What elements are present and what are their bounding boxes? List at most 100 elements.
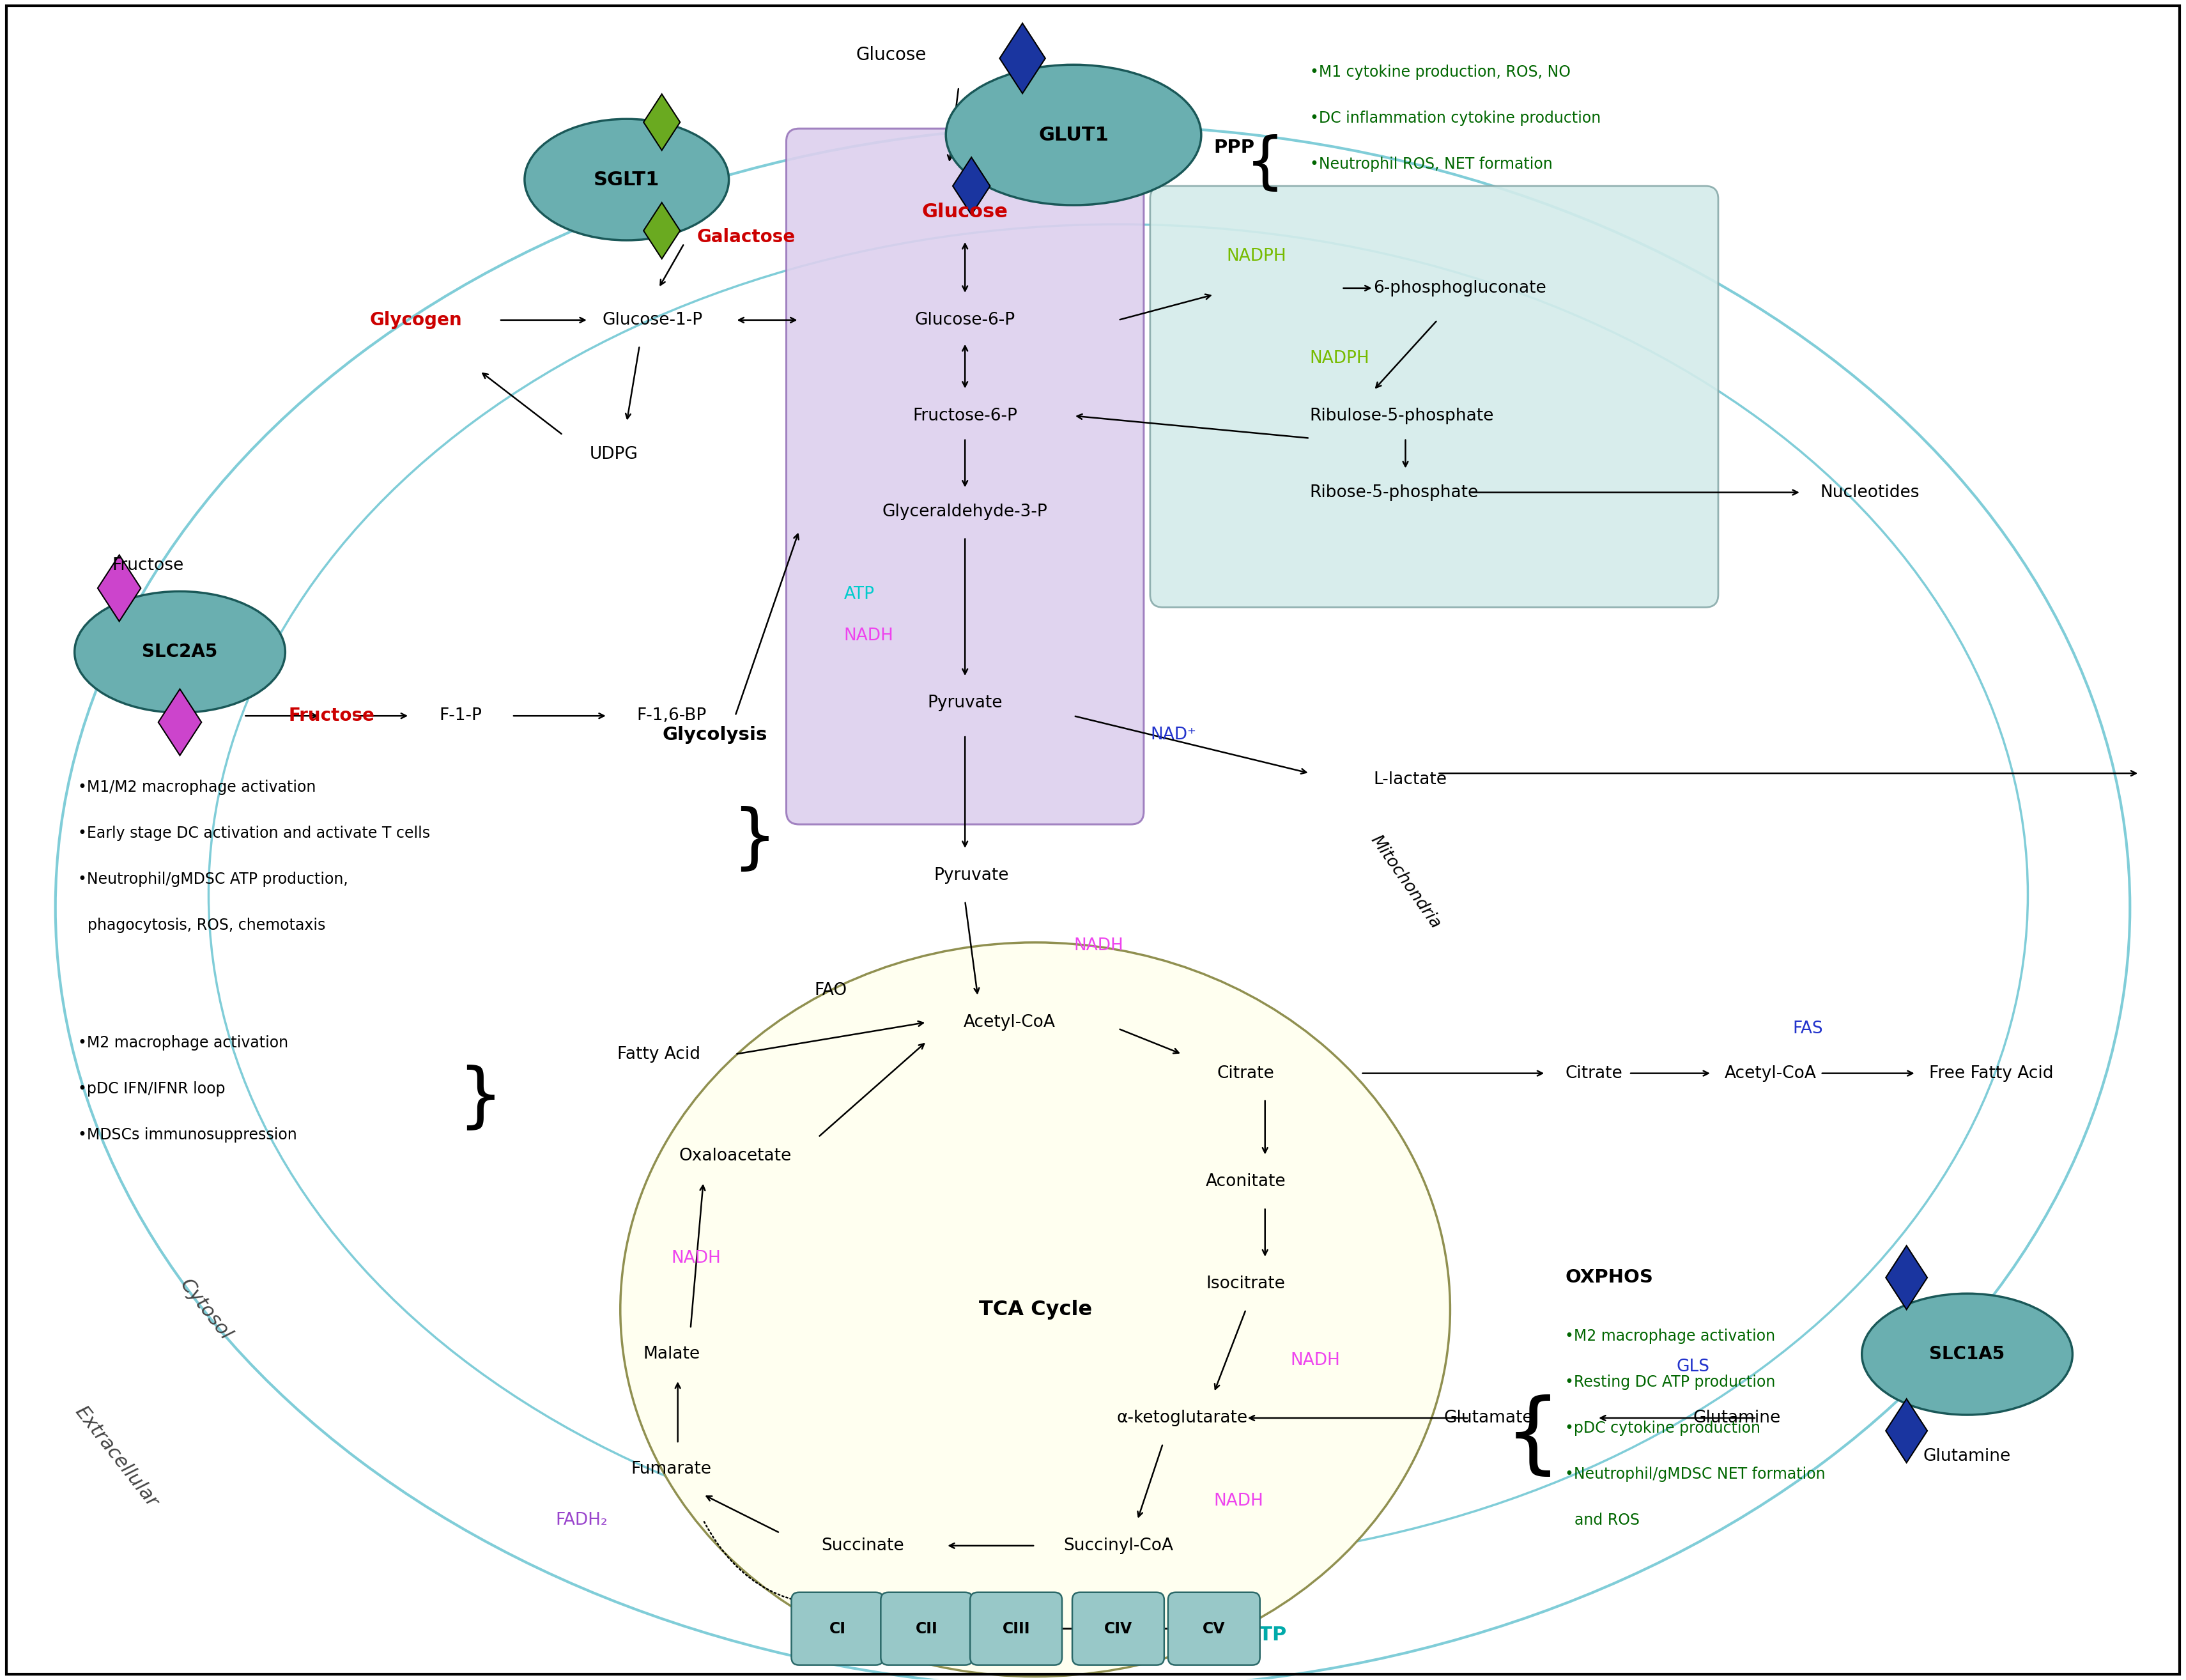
Ellipse shape (621, 942, 1449, 1677)
Text: •Neutrophil ROS, NET formation: •Neutrophil ROS, NET formation (1309, 156, 1552, 171)
Text: Glucose: Glucose (857, 47, 927, 64)
Text: FADH₂: FADH₂ (555, 1512, 608, 1529)
Text: Free Fatty Acid: Free Fatty Acid (1928, 1065, 2053, 1082)
Text: •M1 cytokine production, ROS, NO: •M1 cytokine production, ROS, NO (1309, 66, 1570, 81)
Text: CIV: CIV (1104, 1621, 1132, 1636)
Text: Galactose: Galactose (697, 228, 796, 245)
Text: CIII: CIII (1001, 1621, 1030, 1636)
Text: Glycolysis: Glycolysis (662, 726, 767, 744)
Text: phagocytosis, ROS, chemotaxis: phagocytosis, ROS, chemotaxis (79, 917, 326, 932)
FancyBboxPatch shape (1073, 1593, 1165, 1665)
Polygon shape (643, 203, 680, 259)
Text: FAO: FAO (815, 983, 848, 998)
Text: •M1/M2 macrophage activation: •M1/M2 macrophage activation (79, 780, 315, 795)
Text: Glutamate: Glutamate (1445, 1410, 1532, 1426)
Text: GLUT1: GLUT1 (1038, 126, 1108, 144)
Text: NADH: NADH (671, 1250, 721, 1267)
Text: ATP: ATP (1246, 1626, 1288, 1645)
FancyBboxPatch shape (787, 129, 1143, 825)
Text: Pyruvate: Pyruvate (927, 696, 1003, 711)
Text: Succinate: Succinate (822, 1537, 905, 1554)
Text: Glucose-1-P: Glucose-1-P (601, 312, 702, 328)
Text: Pyruvate: Pyruvate (933, 867, 1010, 884)
Text: •DC inflammation cytokine production: •DC inflammation cytokine production (1309, 111, 1600, 126)
Text: OXPHOS: OXPHOS (1565, 1268, 1653, 1287)
Text: {: { (1504, 1394, 1561, 1480)
Text: TCA Cycle: TCA Cycle (979, 1300, 1091, 1319)
Text: •Resting DC ATP production: •Resting DC ATP production (1565, 1374, 1775, 1389)
Ellipse shape (1862, 1294, 2072, 1415)
Polygon shape (98, 554, 140, 622)
Text: NADH: NADH (1213, 1494, 1264, 1509)
Text: •pDC IFN/IFNR loop: •pDC IFN/IFNR loop (79, 1080, 225, 1097)
Text: •pDC cytokine production: •pDC cytokine production (1565, 1421, 1760, 1436)
Text: NADH: NADH (844, 628, 894, 645)
Text: •Neutrophil/gMDSC NET formation: •Neutrophil/gMDSC NET formation (1565, 1467, 1825, 1482)
Text: Aconitate: Aconitate (1207, 1174, 1285, 1189)
Text: }: } (457, 1065, 503, 1132)
Ellipse shape (947, 66, 1200, 205)
FancyBboxPatch shape (971, 1593, 1062, 1665)
Text: CV: CV (1202, 1621, 1226, 1636)
Text: Glutamine: Glutamine (1924, 1448, 2011, 1465)
Text: Fructose-6-P: Fructose-6-P (914, 408, 1016, 423)
Text: Isocitrate: Isocitrate (1207, 1275, 1285, 1292)
Text: Fatty Acid: Fatty Acid (616, 1047, 700, 1062)
FancyBboxPatch shape (791, 1593, 883, 1665)
FancyBboxPatch shape (1150, 186, 1718, 608)
Text: Cytosol: Cytosol (175, 1275, 234, 1344)
Text: FAS: FAS (1793, 1020, 1823, 1037)
Text: GLS: GLS (1677, 1359, 1709, 1376)
Text: Mitochondria: Mitochondria (1366, 832, 1443, 932)
Ellipse shape (74, 591, 284, 712)
Polygon shape (953, 158, 990, 215)
Text: and ROS: and ROS (1565, 1512, 1640, 1527)
Text: •Early stage DC activation and activate T cells: •Early stage DC activation and activate … (79, 825, 431, 842)
Text: Citrate: Citrate (1218, 1065, 1274, 1082)
Text: 6-phosphogluconate: 6-phosphogluconate (1373, 281, 1546, 296)
Text: Acetyl-CoA: Acetyl-CoA (1725, 1065, 1817, 1082)
Text: e⁻: e⁻ (796, 1633, 818, 1651)
Text: NADPH: NADPH (1226, 249, 1288, 264)
Text: PPP: PPP (1213, 139, 1255, 156)
Text: {: { (1246, 134, 1285, 193)
Text: CII: CII (916, 1621, 938, 1636)
Text: UDPG: UDPG (590, 445, 638, 462)
Polygon shape (157, 689, 201, 756)
Text: F-1-P: F-1-P (439, 707, 483, 724)
Text: ATP: ATP (844, 586, 874, 603)
Ellipse shape (525, 119, 728, 240)
Text: •M2 macrophage activation: •M2 macrophage activation (79, 1035, 289, 1050)
Text: F-1,6-BP: F-1,6-BP (636, 707, 706, 724)
Text: Malate: Malate (643, 1346, 700, 1362)
Text: Oxaloacetate: Oxaloacetate (680, 1147, 791, 1164)
Text: Ribose-5-phosphate: Ribose-5-phosphate (1309, 484, 1478, 501)
Text: NADH: NADH (1073, 937, 1124, 954)
Text: NAD⁺: NAD⁺ (1150, 727, 1196, 743)
Text: SLC2A5: SLC2A5 (142, 643, 219, 660)
FancyBboxPatch shape (1167, 1593, 1259, 1665)
Text: SGLT1: SGLT1 (595, 170, 660, 188)
Text: CI: CI (828, 1621, 846, 1636)
FancyBboxPatch shape (881, 1593, 973, 1665)
Polygon shape (999, 24, 1045, 94)
Text: Fumarate: Fumarate (632, 1462, 713, 1477)
Text: Glyceraldehyde-3-P: Glyceraldehyde-3-P (883, 504, 1047, 519)
Text: Glucose-6-P: Glucose-6-P (914, 312, 1014, 328)
Text: NADH: NADH (1290, 1352, 1340, 1369)
Text: •MDSCs immunosuppression: •MDSCs immunosuppression (79, 1127, 297, 1142)
Text: Glutamine: Glutamine (1692, 1410, 1779, 1426)
Text: α-ketoglutarate: α-ketoglutarate (1117, 1410, 1248, 1426)
Text: }: } (732, 806, 776, 875)
Text: Ribulose-5-phosphate: Ribulose-5-phosphate (1309, 408, 1493, 423)
Polygon shape (1887, 1399, 1928, 1463)
Text: Citrate: Citrate (1565, 1065, 1622, 1082)
Text: Nucleotides: Nucleotides (1821, 484, 1919, 501)
Text: •M2 macrophage activation: •M2 macrophage activation (1565, 1329, 1775, 1344)
Text: Glucose: Glucose (922, 202, 1008, 220)
Text: Extracellular: Extracellular (70, 1403, 162, 1510)
Text: Succinyl-CoA: Succinyl-CoA (1062, 1537, 1174, 1554)
Text: SLC1A5: SLC1A5 (1930, 1346, 2005, 1362)
Polygon shape (1887, 1245, 1928, 1309)
Text: Acetyl-CoA: Acetyl-CoA (964, 1015, 1056, 1030)
